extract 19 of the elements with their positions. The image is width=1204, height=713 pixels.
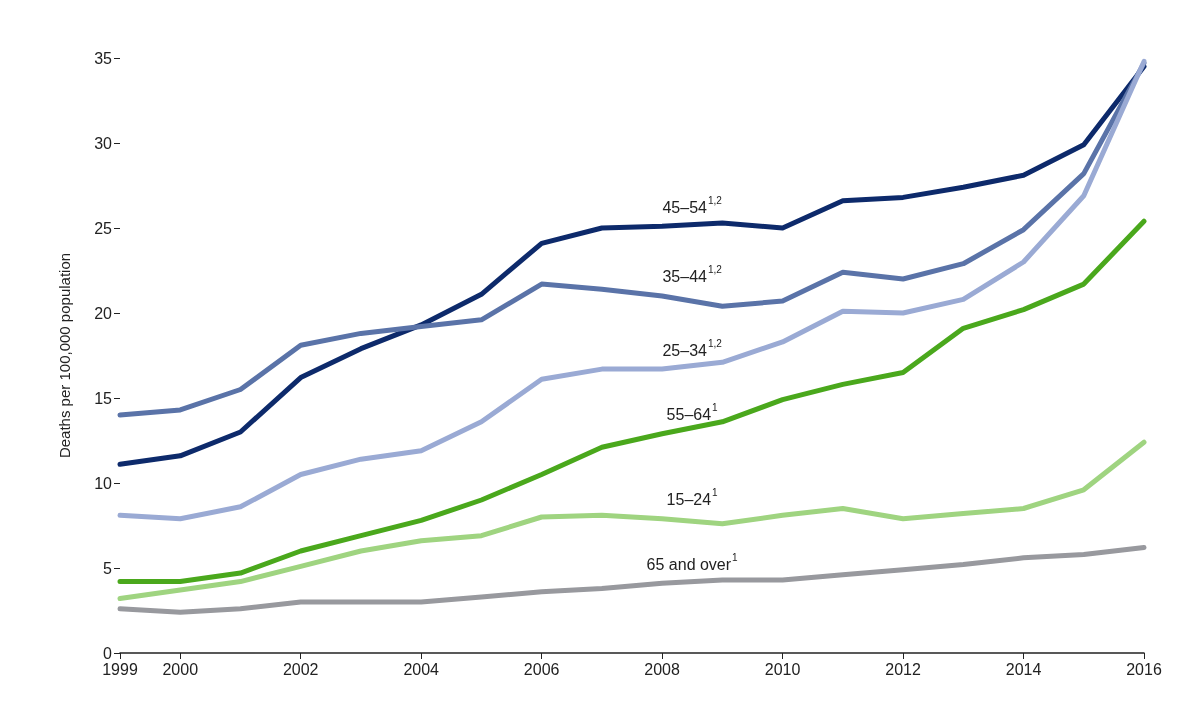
y-axis-title: Deaths per 100,000 population — [56, 252, 73, 459]
x-tick-label: 2008 — [644, 660, 681, 678]
y-tick-label: 0 — [103, 644, 113, 662]
x-tick-label: 2002 — [282, 660, 319, 678]
x-tick-label: 2010 — [764, 660, 801, 678]
y-tick-label: 25 — [94, 219, 113, 237]
x-tick-label: 2004 — [403, 660, 440, 678]
y-tick-label: 10 — [94, 474, 113, 492]
y-tick-label: 20 — [94, 304, 113, 322]
y-tick-label: 30 — [94, 134, 113, 152]
x-tick-label: 1999 — [102, 660, 138, 678]
y-tick-label: 35 — [94, 49, 113, 67]
y-tick-label: 15 — [94, 389, 113, 407]
y-tick-label: 5 — [103, 559, 113, 577]
x-tick-label: 2000 — [162, 660, 199, 678]
x-tick-label: 2016 — [1126, 660, 1162, 678]
x-tick-label: 2012 — [885, 660, 921, 678]
x-tick-label: 2006 — [523, 660, 560, 678]
x-tick-label: 2014 — [1005, 660, 1042, 678]
